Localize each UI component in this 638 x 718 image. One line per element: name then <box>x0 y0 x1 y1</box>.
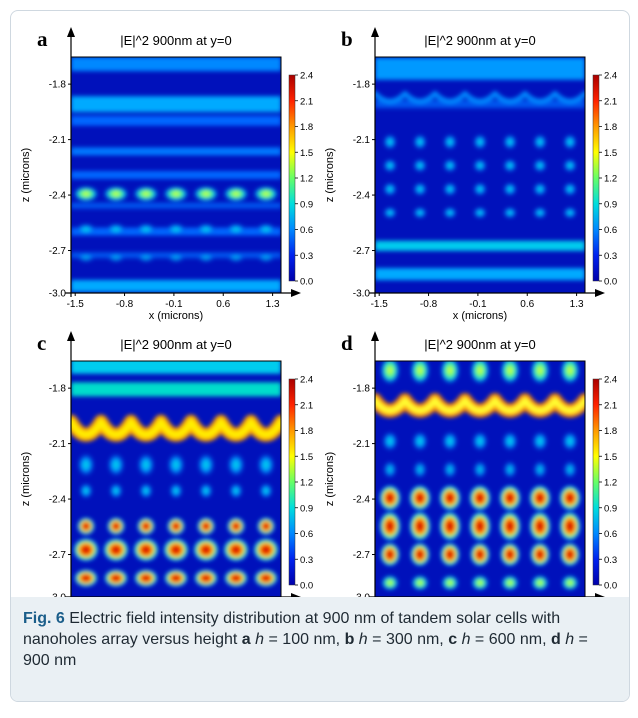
y-tick-label-d-1: -2.1 <box>353 439 371 450</box>
field-map-b <box>375 57 585 293</box>
colorbar-d <box>592 378 600 586</box>
figure-panels: a |E|^2 900nm at y=0 -1.5 -0.8 -0.1 0.6 1.3 x (… <box>20 27 617 621</box>
caption-text: Electric field intensity distribution at… <box>23 610 561 648</box>
caption-part-d: d h = 900 nm <box>23 631 588 669</box>
caption-part-c: c h = 600 nm, <box>448 631 551 648</box>
x-tick-label-a-2: -0.1 <box>165 299 183 310</box>
y-tick-label-a-3: -2.7 <box>49 246 67 257</box>
colorbar-tick-label-c-1: 2.1 <box>300 400 313 411</box>
colorbar-tick-label-b-3: 1.5 <box>604 148 617 159</box>
field-map-c <box>71 361 281 597</box>
colorbar-tick-label-c-3: 1.5 <box>300 452 313 463</box>
y-tick-label-a-1: -2.1 <box>49 135 67 146</box>
y-axis-label-c: z (microns) <box>20 452 32 506</box>
panel-letter-c: c <box>37 331 46 355</box>
colorbar-tick-label-a-1: 2.1 <box>300 96 313 107</box>
panel-title-b: |E|^2 900nm at y=0 <box>424 33 536 48</box>
x-tick-label-a-3: 0.6 <box>216 299 230 310</box>
x-tick-label-b-1: -0.8 <box>420 299 438 310</box>
colorbar-tick-label-d-0: 2.4 <box>604 375 617 386</box>
axes-a <box>65 27 301 297</box>
caption-background <box>11 597 629 701</box>
colorbar-tick-label-d-7: 0.3 <box>604 555 617 566</box>
colorbar-tick-label-d-5: 0.9 <box>604 503 617 514</box>
colorbar-tick-label-c-5: 0.9 <box>300 503 313 514</box>
colorbar-tick-label-b-8: 0.0 <box>604 277 617 288</box>
colorbar-tick-label-b-0: 2.4 <box>604 71 617 82</box>
colorbar-tick-label-b-2: 1.8 <box>604 122 617 133</box>
y-tick-label-c-1: -2.1 <box>49 439 67 450</box>
figure-caption: Fig. 6 Electric field intensity distribu… <box>23 608 619 671</box>
y-tick-label-a-4: -3.0 <box>49 289 67 300</box>
colorbar-tick-label-a-4: 1.2 <box>300 174 313 185</box>
colorbar-tick-label-c-6: 0.6 <box>300 529 313 540</box>
colorbar-c <box>288 378 296 586</box>
colorbar-tick-label-a-8: 0.0 <box>300 277 313 288</box>
colorbar-b <box>592 74 600 282</box>
x-tick-label-b-2: -0.1 <box>469 299 487 310</box>
x-tick-label-b-3: 0.6 <box>520 299 534 310</box>
y-tick-label-b-0: -1.8 <box>353 80 371 91</box>
y-axis-label-b: z (microns) <box>324 148 336 202</box>
colorbar-tick-label-b-6: 0.6 <box>604 225 617 236</box>
panel-letter-d: d <box>341 331 353 355</box>
colorbar-tick-label-c-8: 0.0 <box>300 581 313 592</box>
colorbar-tick-label-a-6: 0.6 <box>300 225 313 236</box>
y-axis-label-a: z (microns) <box>20 148 32 202</box>
colorbar-tick-label-c-0: 2.4 <box>300 375 313 386</box>
colorbar-tick-label-d-8: 0.0 <box>604 581 617 592</box>
caption-part-a: a h = 100 nm, <box>241 631 345 648</box>
axes-b <box>369 27 605 297</box>
y-tick-label-c-0: -1.8 <box>49 384 67 395</box>
caption-part-b: b h = 300 nm, <box>344 631 449 648</box>
caption-label: Fig. 6 <box>23 610 65 627</box>
y-tick-label-d-0: -1.8 <box>353 384 371 395</box>
y-tick-label-a-2: -2.4 <box>49 191 67 202</box>
figure-frame: a |E|^2 900nm at y=0 -1.5 -0.8 -0.1 0.6 1.3 x (… <box>10 10 630 702</box>
y-axis-label-d: z (microns) <box>324 452 336 506</box>
colorbar-tick-label-d-6: 0.6 <box>604 529 617 540</box>
colorbar-tick-label-a-7: 0.3 <box>300 251 313 262</box>
y-tick-label-b-1: -2.1 <box>353 135 371 146</box>
x-tick-label-a-4: 1.3 <box>266 299 280 310</box>
y-tick-label-b-3: -2.7 <box>353 246 371 257</box>
colorbar-tick-label-a-2: 1.8 <box>300 122 313 133</box>
colorbar-tick-label-b-4: 1.2 <box>604 174 617 185</box>
colorbar-tick-label-a-0: 2.4 <box>300 71 313 82</box>
x-tick-label-b-4: 1.3 <box>570 299 584 310</box>
colorbar-tick-label-b-5: 0.9 <box>604 199 617 210</box>
colorbar-tick-label-c-7: 0.3 <box>300 555 313 566</box>
colorbar-tick-label-d-1: 2.1 <box>604 400 617 411</box>
x-axis-label-b: x (microns) <box>453 310 507 322</box>
y-tick-label-b-2: -2.4 <box>353 191 371 202</box>
y-tick-label-c-2: -2.4 <box>49 495 67 506</box>
colorbar-tick-label-c-2: 1.8 <box>300 426 313 437</box>
colorbar-tick-label-d-2: 1.8 <box>604 426 617 437</box>
colorbar-tick-label-b-7: 0.3 <box>604 251 617 262</box>
colorbar-tick-label-d-4: 1.2 <box>604 478 617 489</box>
y-tick-label-a-0: -1.8 <box>49 80 67 91</box>
colorbar-tick-label-b-1: 2.1 <box>604 96 617 107</box>
colorbar-a <box>288 74 296 282</box>
x-tick-label-b-0: -1.5 <box>371 299 389 310</box>
colorbar-tick-label-a-5: 0.9 <box>300 199 313 210</box>
field-map-a <box>71 57 281 293</box>
x-tick-label-a-1: -0.8 <box>116 299 134 310</box>
colorbar-tick-label-c-4: 1.2 <box>300 478 313 489</box>
y-tick-label-d-2: -2.4 <box>353 495 371 506</box>
y-tick-label-d-3: -2.7 <box>353 550 371 561</box>
x-axis-label-a: x (microns) <box>149 310 203 322</box>
colorbar-tick-label-a-3: 1.5 <box>300 148 313 159</box>
panel-title-c: |E|^2 900nm at y=0 <box>120 337 232 352</box>
panel-title-a: |E|^2 900nm at y=0 <box>120 33 232 48</box>
x-tick-label-a-0: -1.5 <box>67 299 85 310</box>
panel-title-d: |E|^2 900nm at y=0 <box>424 337 536 352</box>
panel-letter-a: a <box>37 27 48 51</box>
y-tick-label-c-3: -2.7 <box>49 550 67 561</box>
field-map-d <box>375 361 585 597</box>
colorbar-tick-label-d-3: 1.5 <box>604 452 617 463</box>
panel-letter-b: b <box>341 27 353 51</box>
y-tick-label-b-4: -3.0 <box>353 289 371 300</box>
